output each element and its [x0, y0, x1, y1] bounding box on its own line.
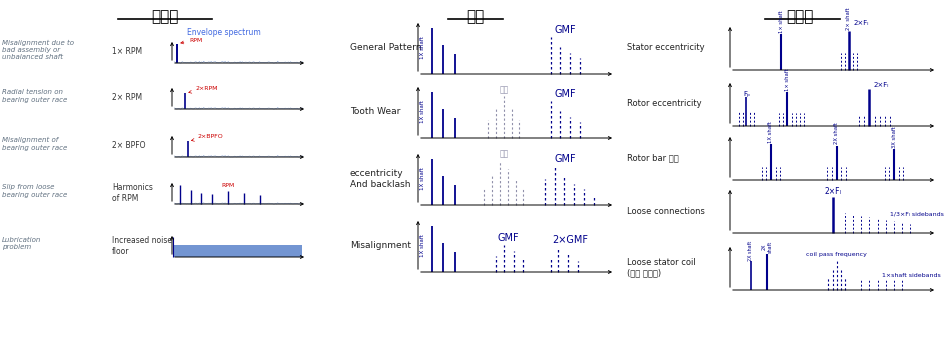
Text: GMF: GMF: [554, 89, 576, 99]
Text: 1X shaft: 1X shaft: [767, 121, 773, 143]
Text: 1× shaft: 1× shaft: [778, 10, 783, 33]
Text: 2×Fₗ: 2×Fₗ: [823, 186, 840, 195]
Text: 2X shaft: 2X shaft: [834, 122, 838, 144]
Text: 공진: 공진: [498, 85, 508, 94]
Text: Rotor eccentricity: Rotor eccentricity: [626, 100, 700, 109]
Bar: [173, 245, 302, 257]
Text: 2× RPM: 2× RPM: [112, 93, 142, 102]
Text: 1X shaft: 1X shaft: [419, 235, 425, 257]
Text: Stator eccentricity: Stator eccentricity: [626, 44, 704, 53]
Text: 3X shaft: 3X shaft: [890, 126, 896, 148]
Text: Envelope spectrum: Envelope spectrum: [187, 28, 261, 37]
Text: GMF: GMF: [497, 233, 519, 243]
Text: 1X shaft: 1X shaft: [419, 37, 425, 60]
Text: General Pattern: General Pattern: [349, 44, 421, 53]
Text: coil pass frequency: coil pass frequency: [805, 252, 867, 257]
Text: 2×Fₗ: 2×Fₗ: [853, 20, 868, 26]
Text: Rotor bar 손상: Rotor bar 손상: [626, 154, 678, 163]
Text: 2× shaft: 2× shaft: [846, 8, 851, 30]
Text: Lubrication
problem: Lubrication problem: [2, 237, 42, 251]
Text: Increased noise
floor: Increased noise floor: [112, 236, 172, 256]
Text: 공진: 공진: [498, 150, 508, 159]
Text: 1X shaft: 1X shaft: [419, 101, 425, 124]
Text: Loose connections: Loose connections: [626, 207, 704, 216]
Text: 2× BPFO: 2× BPFO: [112, 142, 145, 151]
Text: Slip from loose
bearing outer race: Slip from loose bearing outer race: [2, 184, 67, 198]
Text: 1X shaft: 1X shaft: [419, 167, 425, 190]
Text: Misalignment of
bearing outer race: Misalignment of bearing outer race: [2, 137, 67, 151]
Text: 2×Fₗ: 2×Fₗ: [872, 82, 888, 88]
Text: RPM: RPM: [180, 38, 202, 44]
Text: Misalignment: Misalignment: [349, 242, 411, 251]
Text: 1×shaft sidebands: 1×shaft sidebands: [881, 273, 939, 278]
Text: 1× shaft: 1× shaft: [784, 68, 789, 91]
Text: Harmonics
of RPM: Harmonics of RPM: [112, 183, 153, 203]
Text: RPM: RPM: [221, 183, 234, 188]
Text: 1/3×Fₗ sidebands: 1/3×Fₗ sidebands: [889, 211, 943, 216]
Text: Fₚ: Fₚ: [742, 91, 750, 97]
Text: 발전기: 발전기: [785, 9, 813, 24]
Text: GMF: GMF: [554, 25, 576, 35]
Text: 2X
shaft: 2X shaft: [761, 241, 771, 253]
Text: 2×BPFO: 2×BPFO: [192, 134, 224, 141]
Text: Loose stator coil
(동기 발전기): Loose stator coil (동기 발전기): [626, 258, 695, 278]
Text: 베어링: 베어링: [151, 9, 178, 24]
Text: Misalignment due to
bad assembly or
unbalanced shaft: Misalignment due to bad assembly or unba…: [2, 40, 74, 60]
Text: eccentricity
And backlash: eccentricity And backlash: [349, 169, 410, 189]
Text: 2×RPM: 2×RPM: [189, 86, 217, 93]
Text: 2X shaft: 2X shaft: [748, 240, 752, 261]
Text: GMF: GMF: [554, 154, 576, 164]
Text: Tooth Wear: Tooth Wear: [349, 108, 400, 117]
Text: 기어: 기어: [465, 9, 483, 24]
Text: 1× RPM: 1× RPM: [112, 47, 142, 56]
Text: Radial tension on
bearing outer race: Radial tension on bearing outer race: [2, 89, 67, 102]
Text: 2×GMF: 2×GMF: [552, 235, 588, 245]
